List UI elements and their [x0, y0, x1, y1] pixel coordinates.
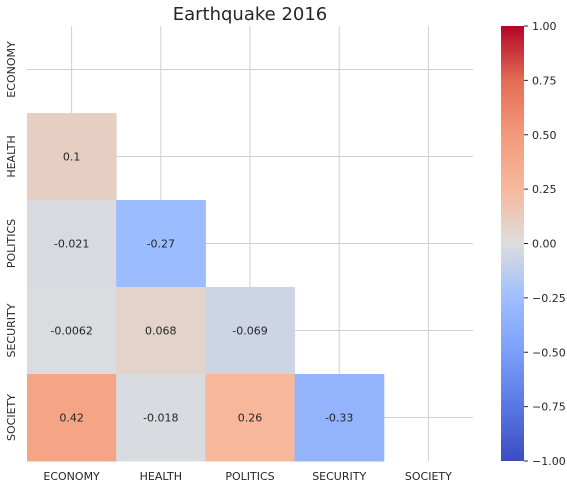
- heatmap-cell: [116, 200, 206, 288]
- colorbar-tick-label: 0.00: [532, 238, 557, 251]
- y-tick-label: HEALTH: [5, 135, 18, 177]
- cell-value-label: 0.42: [59, 412, 84, 425]
- x-tick-label: SOCIETY: [405, 470, 452, 483]
- cell-value-label: -0.021: [54, 238, 89, 251]
- heatmap-cell: [205, 374, 296, 462]
- heatmap-cell: [27, 374, 117, 462]
- heatmap-cells: 0.1 -0.021 -0.27 -0.0062 0.068 -0.069 0.42 -0.0…: [27, 113, 385, 462]
- cell-value-label: 0.068: [145, 325, 177, 338]
- heatmap-cell: [27, 287, 117, 375]
- heatmap-cell: [116, 287, 206, 375]
- x-tick-label: POLITICS: [225, 470, 274, 483]
- cell-value-label: -0.069: [232, 325, 267, 338]
- x-tick-label: ECONOMY: [43, 470, 100, 483]
- cell-value-label: -0.33: [325, 412, 353, 425]
- heatmap-cell: [27, 200, 117, 288]
- y-tick-labels: ECONOMY HEALTH POLITICS SECURITY SOCIETY: [5, 41, 18, 441]
- cell-value-label: 0.26: [238, 412, 263, 425]
- y-tick-label: SECURITY: [5, 303, 18, 357]
- heatmap-cell: [205, 287, 296, 375]
- x-tick-labels: ECONOMY HEALTH POLITICS SECURITY SOCIETY: [43, 470, 452, 483]
- plot-area: 0.1 -0.021 -0.27 -0.0062 0.068 -0.069 0.42 -0.0…: [5, 26, 473, 483]
- cell-value-label: -0.27: [147, 238, 175, 251]
- colorbar-tick-label: −0.75: [532, 401, 566, 414]
- x-tick-label: SECURITY: [312, 470, 366, 483]
- cell-value-label: -0.018: [143, 412, 178, 425]
- colorbar-tick-label: 0.75: [532, 74, 557, 87]
- x-tick-label: HEALTH: [140, 470, 182, 483]
- heatmap-cell: [294, 374, 385, 462]
- colorbar: −1.00 −0.75 −0.50 −0.25 0.00 0.25 0.50 0.75 1.00: [501, 20, 566, 468]
- y-tick-label: ECONOMY: [5, 41, 18, 98]
- cell-value-label: -0.0062: [50, 325, 92, 338]
- y-tick-label: SOCIETY: [5, 394, 18, 441]
- colorbar-tick-label: 1.00: [532, 20, 557, 33]
- colorbar-tick-label: 0.25: [532, 183, 557, 196]
- colorbar-tick-label: 0.50: [532, 129, 557, 142]
- y-tick-label: POLITICS: [5, 219, 18, 268]
- colorbar-tick-label: −0.50: [532, 346, 566, 359]
- colorbar-tick-label: −1.00: [532, 455, 566, 468]
- heatmap-cell: [27, 113, 117, 201]
- cell-value-label: 0.1: [63, 151, 81, 164]
- chart-title: Earthquake 2016: [173, 4, 328, 25]
- colorbar-gradient: [501, 26, 524, 461]
- colorbar-tick-label: −0.25: [532, 292, 566, 305]
- heatmap-cell: [116, 374, 206, 462]
